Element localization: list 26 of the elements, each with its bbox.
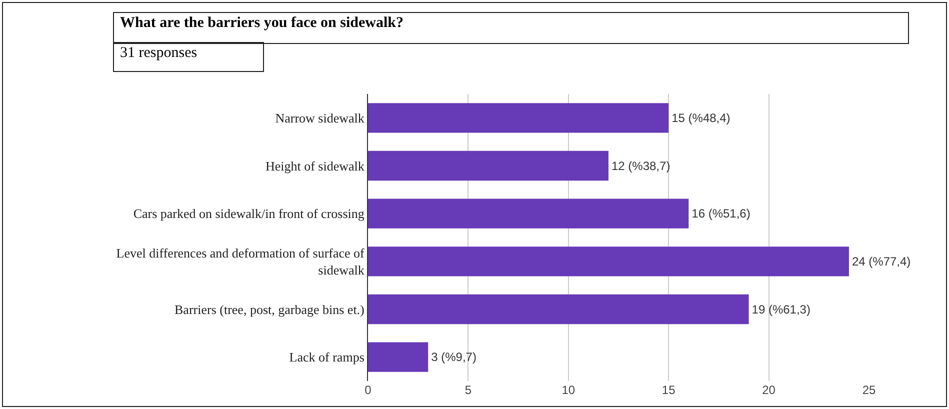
x-tick-label: 25 xyxy=(862,383,876,397)
data-label: 12 (%38,7) xyxy=(611,158,670,173)
bar xyxy=(368,342,428,372)
x-tick-label: 5 xyxy=(464,383,472,397)
text: 31 responses xyxy=(113,42,264,72)
y-tick-label: Height of sidewalk xyxy=(265,158,365,174)
bar xyxy=(368,294,749,324)
data-label: 15 (%48,4) xyxy=(672,110,730,125)
y-tick-label: Barriers (tree, post, garbage bins et.) xyxy=(174,302,364,317)
x-tick-label: 20 xyxy=(762,383,776,397)
y-tick-label: Lack of ramps xyxy=(289,350,364,365)
bar xyxy=(368,198,689,228)
bar xyxy=(368,103,669,133)
y-tick-label: Cars parked on sidewalk/in front of crossing xyxy=(133,206,365,222)
x-tick-label: 10 xyxy=(562,383,576,397)
data-label: 19 (%61,3) xyxy=(752,302,810,316)
data-label: 3 (%9,7) xyxy=(431,350,476,364)
y-tick-label: Level differences and deformation of surface of sidewalk xyxy=(116,246,366,278)
data-label: 24 (%77,4) xyxy=(852,254,911,268)
x-tick-label: 0 xyxy=(364,383,372,397)
chart-title: What are the barriers you face on sidewalk? xyxy=(113,12,909,44)
data-label: 16 (%51,6) xyxy=(692,206,750,221)
bar xyxy=(368,150,608,181)
bar xyxy=(368,246,849,276)
x-tick-label: 15 xyxy=(662,383,676,397)
y-tick-label: Narrow sidewalk xyxy=(275,110,365,126)
